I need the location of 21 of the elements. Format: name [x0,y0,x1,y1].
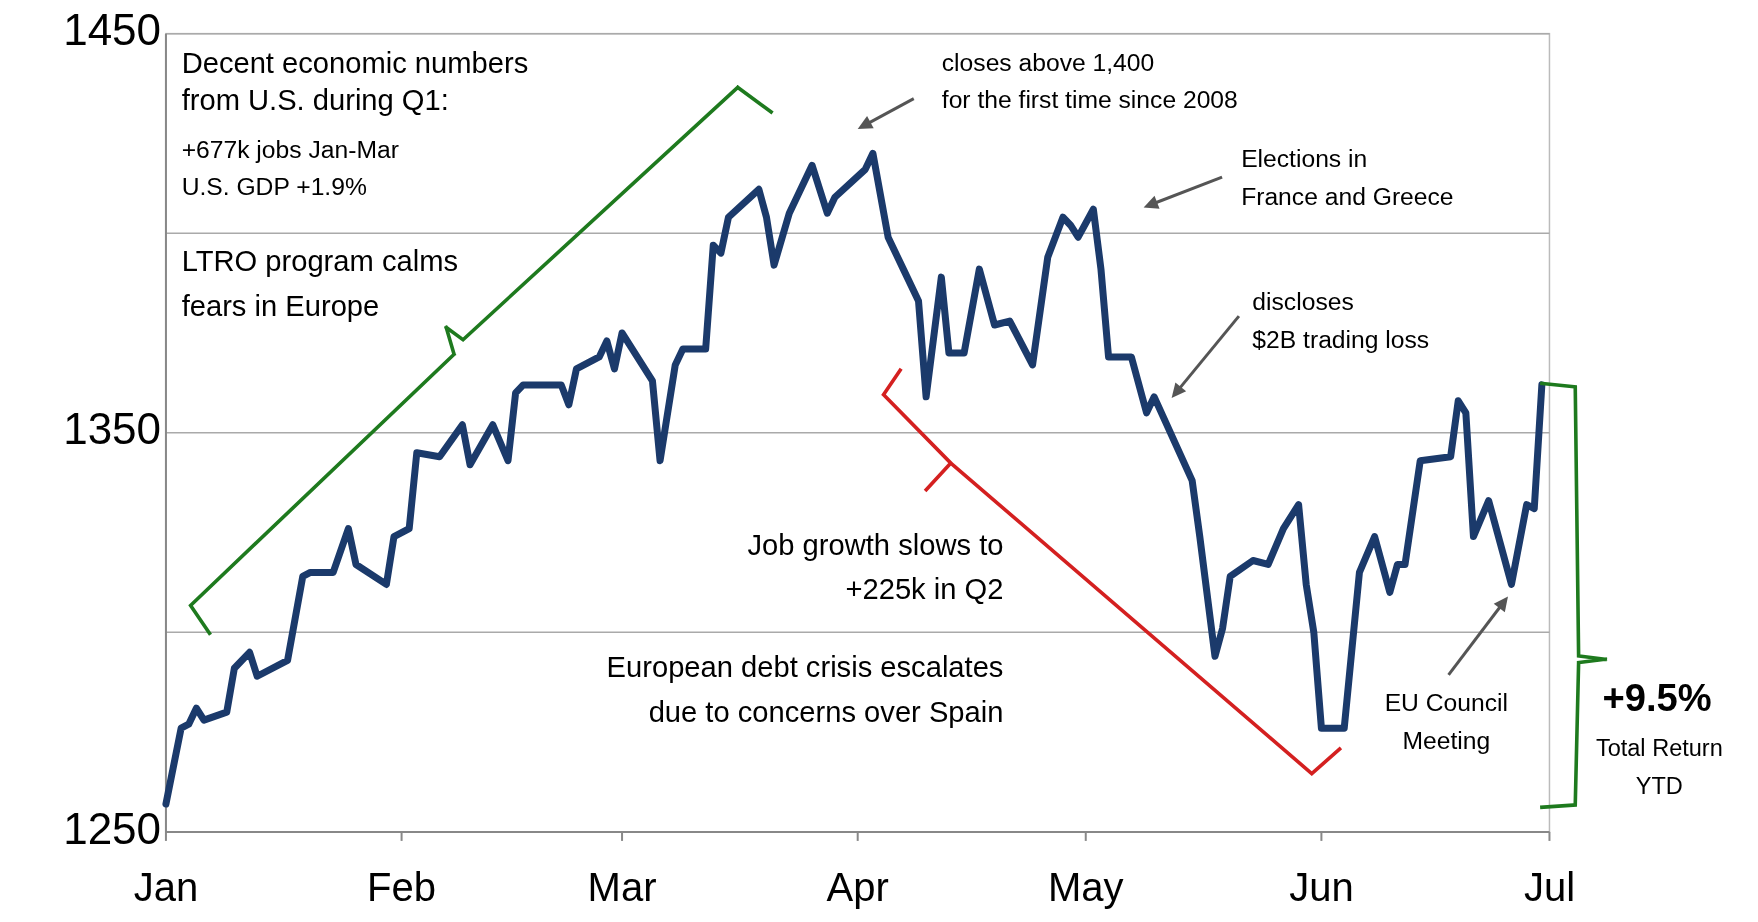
x-tick-label: Mar [587,864,657,909]
text: +9.5% [1602,676,1712,719]
annotation: +677k jobs Jan-Mar U.S. GDP +1.9% [181,135,399,200]
annotation: EU Council Meeting [1384,688,1508,754]
annotation: European debt crisis escalates due to concerns over Spain [606,651,1004,728]
annotation: closes above 1,400 for the first time since 2008 [941,48,1238,113]
annotation: Decent economic numbers from U.S. during Q1: [181,46,529,116]
y-tick-label: 1450 [63,5,162,55]
annotation: Elections in France and Greece [1241,144,1454,210]
annotation: discloses $2B trading loss [1252,287,1430,353]
annotation: Job growth slows to +225k in Q2 [747,528,1004,605]
y-tick-label: 1350 [63,404,162,454]
x-tick-label: May [1047,864,1124,909]
x-tick-label: Jun [1289,864,1354,909]
x-tick-label: Jul [1523,864,1576,909]
text: Total Return YTD [1595,735,1723,800]
x-tick-label: Feb [367,864,437,909]
x-tick-label: Apr [826,864,889,909]
y-tick-label: 1250 [63,803,162,853]
annotation: LTRO program calms fears in Europe [181,245,458,323]
x-tick-label: Jan [133,864,199,909]
